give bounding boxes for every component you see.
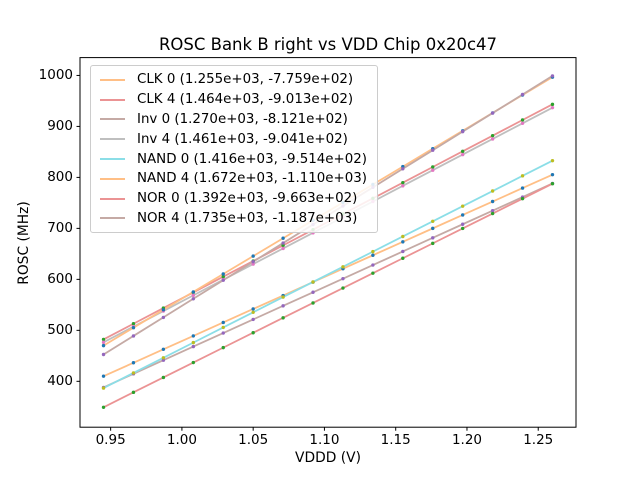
axes-frame — [79, 57, 577, 428]
legend-label: CLK 4 (1.464e+03, -9.013e+02) — [137, 92, 354, 108]
legend-label: Inv 4 (1.461e+03, -9.041e+02) — [137, 131, 348, 147]
legend-label: NAND 4 (1.672e+03, -1.110e+03) — [137, 171, 367, 187]
legend: CLK 0 (1.255e+03, -7.759e+02) CLK 4 (1.46… — [90, 65, 378, 234]
x-tick-label: 1.25 — [523, 432, 554, 448]
legend-line-swatch — [100, 177, 125, 180]
legend-item-CLK-4: CLK 4 (1.464e+03, -9.013e+02) — [91, 90, 377, 110]
legend-line-swatch — [100, 197, 125, 200]
legend-line-swatch — [100, 98, 125, 101]
scatter-points-NOR-4 — [101, 74, 555, 357]
scatter-points-NAND-0 — [101, 158, 555, 390]
legend-item-NAND-4: NAND 4 (1.672e+03, -1.110e+03) — [91, 169, 377, 189]
legend-item-NOR-4: NOR 4 (1.735e+03, -1.187e+03) — [91, 209, 377, 229]
y-axis-label: ROSC (MHz) — [16, 201, 32, 285]
legend-item-NAND-0: NAND 0 (1.416e+03, -9.514e+02) — [91, 149, 377, 169]
y-tick-label: 800 — [47, 169, 73, 186]
y-tick-label: 700 — [47, 220, 73, 237]
legend-line-swatch — [100, 138, 125, 141]
legend-label: NOR 4 (1.735e+03, -1.187e+03) — [137, 210, 358, 226]
scatter-points-NOR-0 — [101, 182, 555, 409]
legend-line-swatch — [100, 158, 125, 161]
x-tick-label: 0.95 — [95, 432, 126, 448]
legend-line-swatch — [100, 118, 125, 121]
legend-line-swatch — [100, 217, 125, 220]
x-tick-label: 1.00 — [166, 432, 197, 448]
y-tick-label: 400 — [47, 373, 73, 390]
fit-line-NOR-0 — [103, 182, 553, 409]
x-tick-label: 1.15 — [380, 432, 411, 448]
legend-item-CLK-0: CLK 0 (1.255e+03, -7.759e+02) — [91, 70, 377, 90]
legend-label: CLK 0 (1.255e+03, -7.759e+02) — [137, 72, 354, 88]
legend-item-Inv-4: Inv 4 (1.461e+03, -9.041e+02) — [91, 129, 377, 149]
chart-title: ROSC Bank B right vs VDD Chip 0x20c47 — [158, 35, 498, 54]
y-tick-label: 600 — [47, 271, 73, 288]
x-tick-label: 1.10 — [309, 432, 340, 448]
y-tick-label: 900 — [47, 118, 73, 135]
legend-item-Inv-0: Inv 0 (1.270e+03, -8.121e+02) — [91, 110, 377, 130]
fit-line-CLK-0 — [103, 173, 553, 377]
fit-line-Inv-0 — [103, 182, 553, 389]
legend-label: Inv 0 (1.270e+03, -8.121e+02) — [137, 111, 348, 127]
x-axis-label: VDDD (V) — [295, 450, 361, 466]
x-tick-label: 1.20 — [451, 432, 482, 448]
legend-label: NOR 0 (1.392e+03, -9.663e+02) — [137, 191, 358, 207]
legend-item-NOR-0: NOR 0 (1.392e+03, -9.663e+02) — [91, 189, 377, 209]
y-tick-label: 500 — [47, 322, 73, 339]
x-tick-label: 1.05 — [238, 432, 269, 448]
y-tick-label: 1000 — [38, 67, 73, 84]
legend-line-swatch — [100, 78, 125, 81]
legend-label: NAND 0 (1.416e+03, -9.514e+02) — [137, 151, 367, 167]
fit-line-NAND-0 — [103, 159, 553, 389]
scatter-points-CLK-0 — [101, 172, 555, 378]
